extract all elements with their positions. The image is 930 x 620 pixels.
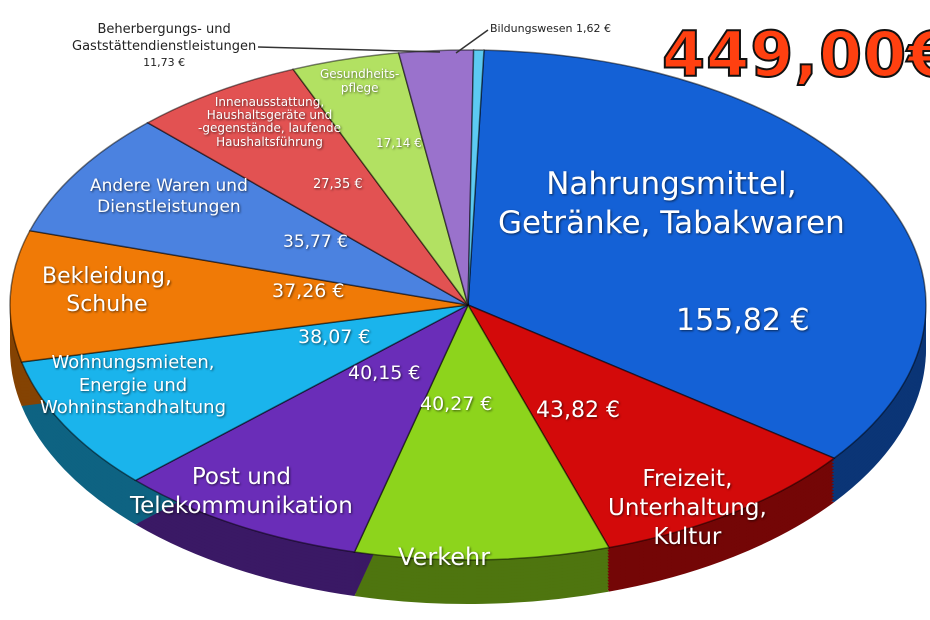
- label-nahrung: Nahrungsmittel, Getränke, Tabakwaren: [498, 166, 845, 241]
- total-amount: 449,00€: [661, 17, 930, 92]
- slice: [28, 121, 469, 306]
- leader-line: [257, 46, 441, 53]
- label-beherbergung: Beherbergungs- und Gaststättendienstleist…: [72, 22, 257, 69]
- value-wohnen: 38,07 €: [298, 326, 371, 348]
- slice: [353, 303, 611, 561]
- label-post: Post und Telekommunikation: [130, 464, 353, 519]
- label-freizeit: Freizeit, Unterhaltung, Kultur: [608, 466, 767, 550]
- label-innen: Innenausstattung, Haushaltsgeräte und -geg…: [198, 95, 341, 149]
- label-bildung: Bildungswesen 1,62 €: [490, 22, 612, 35]
- label-andere: Andere Waren und Dienstleistungen: [90, 176, 248, 218]
- value-nahrung: 155,82 €: [676, 303, 810, 338]
- value-innen: 27,35 €: [313, 177, 363, 192]
- slice: [467, 49, 927, 460]
- slice: [9, 229, 469, 363]
- slice: [466, 303, 836, 549]
- label-gesundheit: Gesundheits-pflege: [320, 67, 400, 96]
- label-bekleidung: Bekleidung, Schuhe: [42, 264, 172, 317]
- leader-line: [455, 29, 489, 54]
- value-andere: 35,77 €: [283, 232, 348, 252]
- slice: [133, 303, 470, 553]
- value-bekleidung: 37,26 €: [272, 280, 345, 302]
- value-gesundheit: 17,14 €: [376, 136, 422, 150]
- value-verkehr: 40,27 €: [420, 393, 493, 415]
- slice: [467, 49, 485, 306]
- value-freizeit: 43,82 €: [536, 398, 620, 423]
- label-wohnen: Wohnungsmieten, Energie und Wohninstandhal…: [40, 352, 227, 418]
- value-post: 40,15 €: [348, 362, 421, 384]
- slice: [20, 304, 469, 482]
- slice: [146, 68, 469, 306]
- label-verkehr: Verkehr: [398, 543, 491, 571]
